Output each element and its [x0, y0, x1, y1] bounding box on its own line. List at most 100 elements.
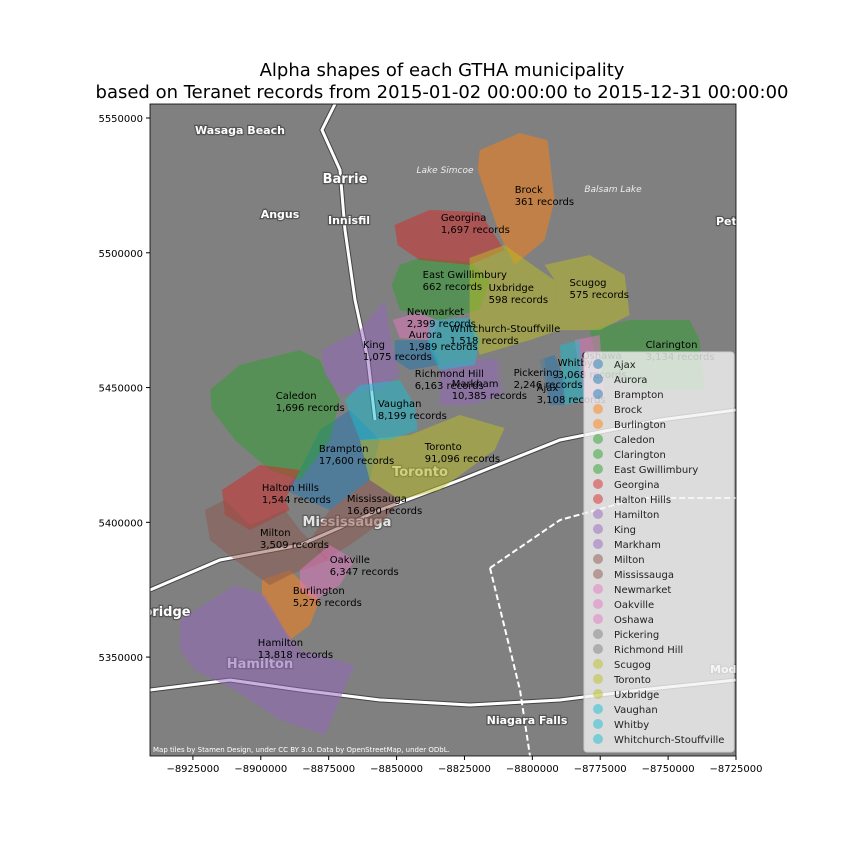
regions	[179, 133, 705, 735]
legend-label: Markham	[614, 540, 661, 551]
legend-label: King	[614, 525, 636, 536]
region-name: Toronto	[424, 442, 462, 453]
legend-label: Halton Hills	[614, 495, 671, 506]
region-records: 1,544 records	[262, 495, 331, 506]
legend-label: Burlington	[614, 420, 666, 431]
region-shape	[321, 299, 400, 396]
title-line: based on Teranet records from 2015-01-02…	[96, 82, 789, 103]
legend-label: Vaughan	[614, 705, 658, 716]
region-records: 3,509 records	[260, 540, 329, 551]
region-records: 1,989 records	[409, 342, 478, 353]
region-records: 575 records	[570, 290, 629, 301]
region-records: 1,518 records	[450, 336, 519, 347]
region-shape	[284, 409, 380, 510]
region-name: Georgina	[441, 213, 487, 224]
region-name: Pickering	[514, 368, 559, 379]
y-tick-label: 5400000	[98, 518, 143, 529]
region-name: Mississauga	[347, 494, 407, 505]
legend-marker	[593, 524, 603, 534]
x-tick-label: −8875000	[302, 764, 355, 775]
region-name: Brock	[515, 185, 543, 196]
region-shape	[359, 415, 505, 500]
legend-marker	[593, 539, 603, 549]
place-label: Angus	[261, 208, 300, 221]
legend-marker	[593, 614, 603, 624]
legend-label: Georgina	[614, 480, 660, 491]
region-shape	[494, 344, 550, 420]
legend-marker	[593, 674, 603, 684]
region-name: Halton Hills	[262, 483, 319, 494]
legend-label: Uxbridge	[614, 690, 659, 701]
legend-marker	[593, 389, 603, 399]
region-name: Brampton	[319, 444, 369, 455]
legend-label: Mississauga	[614, 570, 674, 581]
region-records: 6,347 records	[330, 567, 399, 578]
region-name: Newmarket	[407, 307, 464, 318]
y-tick-label: 5550000	[98, 114, 143, 125]
legend-label: Brampton	[614, 390, 664, 401]
legend-marker	[593, 494, 603, 504]
legend-marker	[593, 689, 603, 699]
legend-marker	[593, 509, 603, 519]
region-records: 5,276 records	[293, 598, 362, 609]
region-name: Oakville	[330, 555, 370, 566]
x-tick-label: −8925000	[166, 764, 219, 775]
legend-marker	[593, 704, 603, 714]
legend-label: Whitchurch-Stouffville	[614, 735, 724, 746]
x-tick-label: −8725000	[710, 764, 763, 775]
legend-marker	[593, 734, 603, 744]
region-records: 3,108 records	[537, 395, 606, 406]
legend-marker	[593, 359, 603, 369]
region-name: Ajax	[537, 383, 559, 394]
legend-marker	[593, 464, 603, 474]
region-shape	[477, 133, 555, 265]
legend-label: Pickering	[614, 630, 659, 641]
x-tick-label: −8900000	[234, 764, 287, 775]
place-label: Niagara Falls	[487, 714, 568, 727]
x-tick-label: −8750000	[642, 764, 695, 775]
legend-label: East Gwillimbury	[614, 465, 698, 476]
legend-marker	[593, 629, 603, 639]
place-label: Barrie	[323, 172, 368, 187]
region-name: Richmond Hill	[415, 369, 484, 380]
legend-label: Caledon	[614, 435, 655, 446]
region-records: 8,199 records	[378, 411, 447, 422]
legend-label: Aurora	[614, 375, 647, 386]
region-shape	[427, 318, 480, 371]
region-shape	[210, 350, 340, 480]
region-records: 598 records	[489, 295, 548, 306]
x-tick-label: −8850000	[370, 764, 423, 775]
region-shape	[204, 499, 330, 586]
region-name: Uxbridge	[489, 283, 534, 294]
region-name: Markham	[452, 379, 499, 390]
y-tick-label: 5500000	[98, 249, 143, 260]
region-shape	[179, 585, 355, 735]
region-name: Caledon	[276, 391, 317, 402]
region-shape	[392, 312, 440, 341]
region-name: Burlington	[293, 586, 345, 597]
region-records: 10,385 records	[452, 391, 527, 402]
region-shape	[559, 340, 585, 406]
legend-label: Clarington	[614, 450, 666, 461]
legend-label: Oakville	[614, 600, 654, 611]
legend-marker	[593, 584, 603, 594]
axes: −8925000 −8900000 −8875000 −8850000 −8825000…	[98, 103, 763, 775]
region-shape	[391, 257, 490, 320]
